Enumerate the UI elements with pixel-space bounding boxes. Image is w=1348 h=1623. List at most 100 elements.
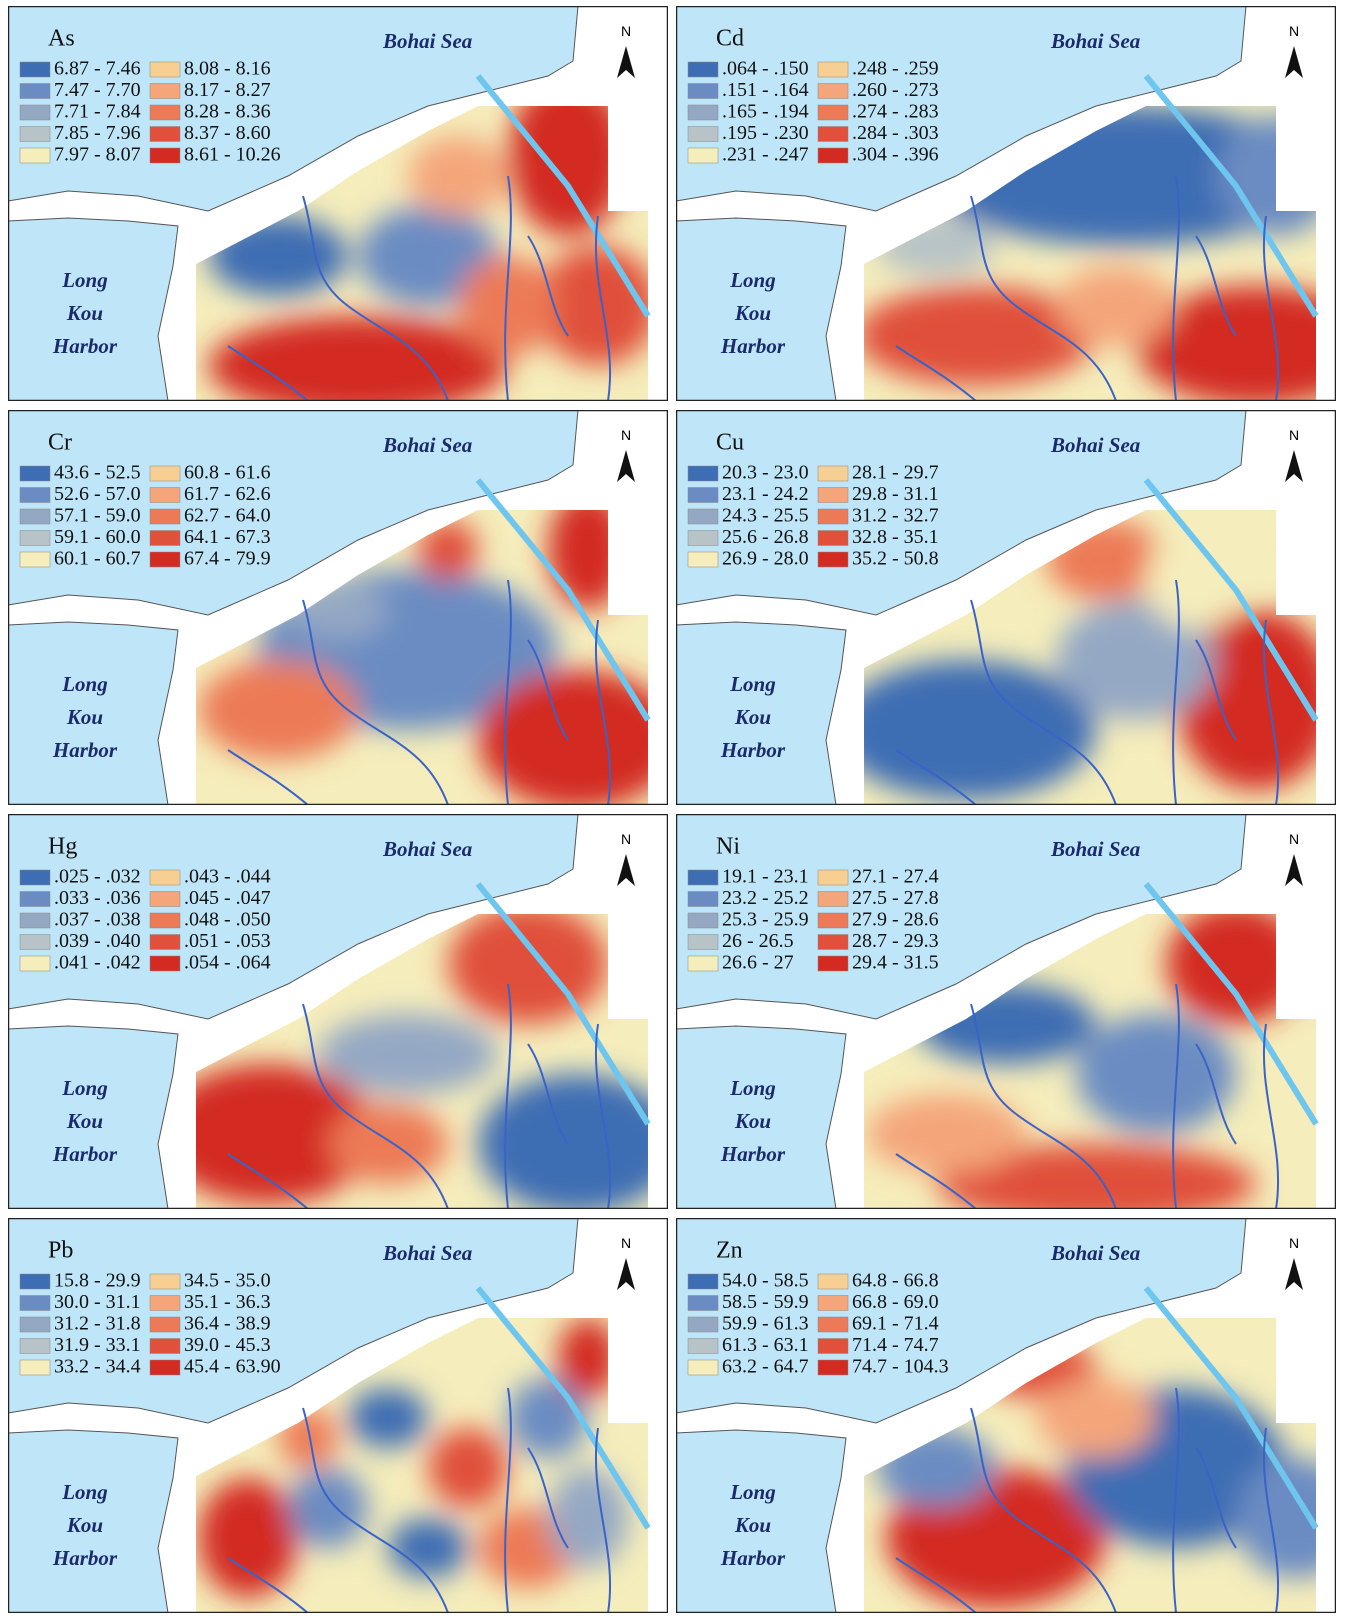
legend-swatch [20,1296,50,1311]
legend-label: 45.4 - 63.90 [184,1356,281,1378]
north-label: N [621,427,631,443]
harbor-label: Kou [734,1513,771,1537]
sea-label: Bohai Sea [1050,1241,1140,1265]
legend-label: 31.2 - 31.8 [54,1313,141,1335]
legend-label: 58.5 - 59.9 [722,1291,809,1313]
legend-swatch [688,935,718,950]
legend-swatch [20,956,50,971]
legend-label: 54.0 - 58.5 [722,1270,809,1292]
legend-label: 67.4 - 79.9 [184,548,271,570]
legend-swatch [688,105,718,120]
legend-swatch [20,488,50,503]
element-label: Zn [716,1238,743,1264]
legend-swatch [818,870,848,885]
harbor-label: Long [729,1076,776,1100]
legend-label: .033 - .036 [54,887,141,909]
harbor-label: Long [61,268,108,292]
surface-blob [428,1428,508,1508]
surface-blob [408,136,508,216]
legend-label: 35.2 - 50.8 [852,548,939,570]
legend-swatch [150,62,180,77]
legend-label: .195 - .230 [722,122,809,144]
legend-swatch [688,956,718,971]
legend-swatch [20,552,50,567]
legend-swatch [688,1274,718,1289]
legend-label: 57.1 - 59.0 [54,505,141,527]
legend-swatch [150,1339,180,1354]
legend-label: 31.9 - 33.1 [54,1334,141,1356]
legend-label: 27.5 - 27.8 [852,887,939,909]
legend-swatch [818,127,848,142]
legend-swatch [20,1360,50,1375]
legend-swatch [818,935,848,950]
legend-label: 36.4 - 38.9 [184,1313,271,1335]
sea-label: Bohai Sea [382,837,472,861]
legend-swatch [150,935,180,950]
map: Cd.064 - .150.151 - .164.165 - .194.195 … [676,6,1336,401]
legend-label: 30.0 - 31.1 [54,1291,141,1313]
legend-swatch [20,1339,50,1354]
legend-label: 66.8 - 69.0 [852,1291,939,1313]
legend-swatch [688,84,718,99]
legend-swatch [150,127,180,142]
surface-blob [388,1518,468,1578]
map-panel: As6.87 - 7.467.47 - 7.707.71 - 7.847.85 … [8,6,668,401]
harbor-label: Long [729,672,776,696]
legend-swatch [818,1339,848,1354]
legend-label: 8.17 - 8.27 [184,79,271,101]
legend-label: 8.08 - 8.16 [184,58,271,80]
map: As6.87 - 7.467.47 - 7.707.71 - 7.847.85 … [8,6,668,401]
harbor-label: Harbor [720,1142,786,1166]
legend-label: .284 - .303 [852,122,939,144]
legend-swatch [20,105,50,120]
legend-label: 61.3 - 63.1 [722,1334,809,1356]
legend-swatch [150,956,180,971]
legend-label: 26.6 - 27 [722,952,794,974]
legend-swatch [150,148,180,163]
surface-blob [1036,1378,1156,1458]
surface-blob [836,660,1096,800]
legend-label: 28.1 - 29.7 [852,462,939,484]
legend-label: 7.97 - 8.07 [54,144,141,166]
legend-swatch [150,1296,180,1311]
legend-label: 8.37 - 8.60 [184,122,271,144]
legend-label: 35.1 - 36.3 [184,1291,271,1313]
legend-label: 25.3 - 25.9 [722,909,809,931]
surface-blob [1056,266,1176,346]
north-label: N [621,831,631,847]
legend-label: 29.4 - 31.5 [852,952,939,974]
surface-blob [866,1094,1026,1174]
element-label: Cd [716,26,744,52]
surface-blob [198,1478,298,1598]
map-panel: Cu20.3 - 23.023.1 - 24.224.3 - 25.525.6 … [676,410,1336,805]
harbor-label: Harbor [720,334,786,358]
legend-swatch [150,552,180,567]
legend-label: 64.1 - 67.3 [184,526,271,548]
legend-swatch [688,1317,718,1332]
legend-label: 61.7 - 62.6 [184,483,271,505]
surface-blob [318,1014,498,1094]
legend-label: 15.8 - 29.9 [54,1270,141,1292]
sea-label: Bohai Sea [1050,433,1140,457]
legend-swatch [688,913,718,928]
legend-swatch [150,509,180,524]
legend-swatch [150,892,180,907]
legend-swatch [20,127,50,142]
legend-label: .045 - .047 [184,887,271,909]
element-label: As [48,26,75,52]
legend-swatch [20,509,50,524]
legend-label: .039 - .040 [54,930,141,952]
legend-swatch [688,1360,718,1375]
legend-label: 69.1 - 71.4 [852,1313,939,1335]
legend-swatch [150,466,180,481]
legend-swatch [818,1274,848,1289]
surface-blob [288,1468,368,1548]
legend-swatch [688,62,718,77]
legend-label: 27.1 - 27.4 [852,866,939,888]
harbor-label: Long [61,1480,108,1504]
legend-swatch [688,531,718,546]
legend-label: 20.3 - 23.0 [722,462,809,484]
